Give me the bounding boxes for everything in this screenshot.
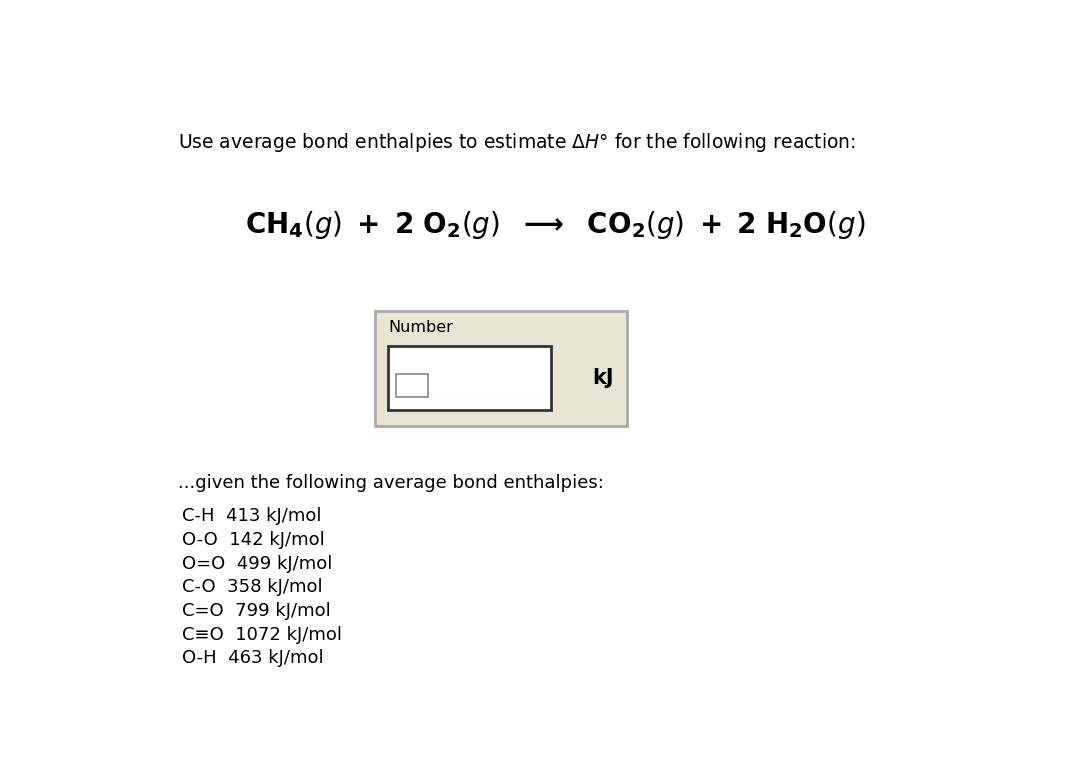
Text: kJ: kJ [593, 368, 615, 388]
Text: ...given the following average bond enthalpies:: ...given the following average bond enth… [178, 474, 604, 492]
Text: C≡O  1072 kJ/mol: C≡O 1072 kJ/mol [182, 626, 341, 644]
FancyBboxPatch shape [375, 311, 627, 426]
Text: C=O  799 kJ/mol: C=O 799 kJ/mol [182, 602, 331, 620]
Text: O-O  142 kJ/mol: O-O 142 kJ/mol [182, 531, 324, 549]
FancyBboxPatch shape [396, 374, 428, 397]
Text: Number: Number [388, 320, 453, 336]
Text: O=O  499 kJ/mol: O=O 499 kJ/mol [182, 554, 332, 573]
Text: C-O  358 kJ/mol: C-O 358 kJ/mol [182, 578, 322, 596]
Text: C-H  413 kJ/mol: C-H 413 kJ/mol [182, 508, 321, 525]
Text: $\mathbf{CH_4\mathit{(g)}\ +\ 2\ O_2\mathit{(g)}\ \ \longrightarrow\ \ CO_2\math: $\mathbf{CH_4\mathit{(g)}\ +\ 2\ O_2\mat… [245, 209, 866, 241]
FancyBboxPatch shape [388, 346, 552, 409]
Text: Use average bond enthalpies to estimate $\Delta H°$ for the following reaction:: Use average bond enthalpies to estimate … [178, 131, 855, 154]
Text: O-H  463 kJ/mol: O-H 463 kJ/mol [182, 649, 323, 667]
